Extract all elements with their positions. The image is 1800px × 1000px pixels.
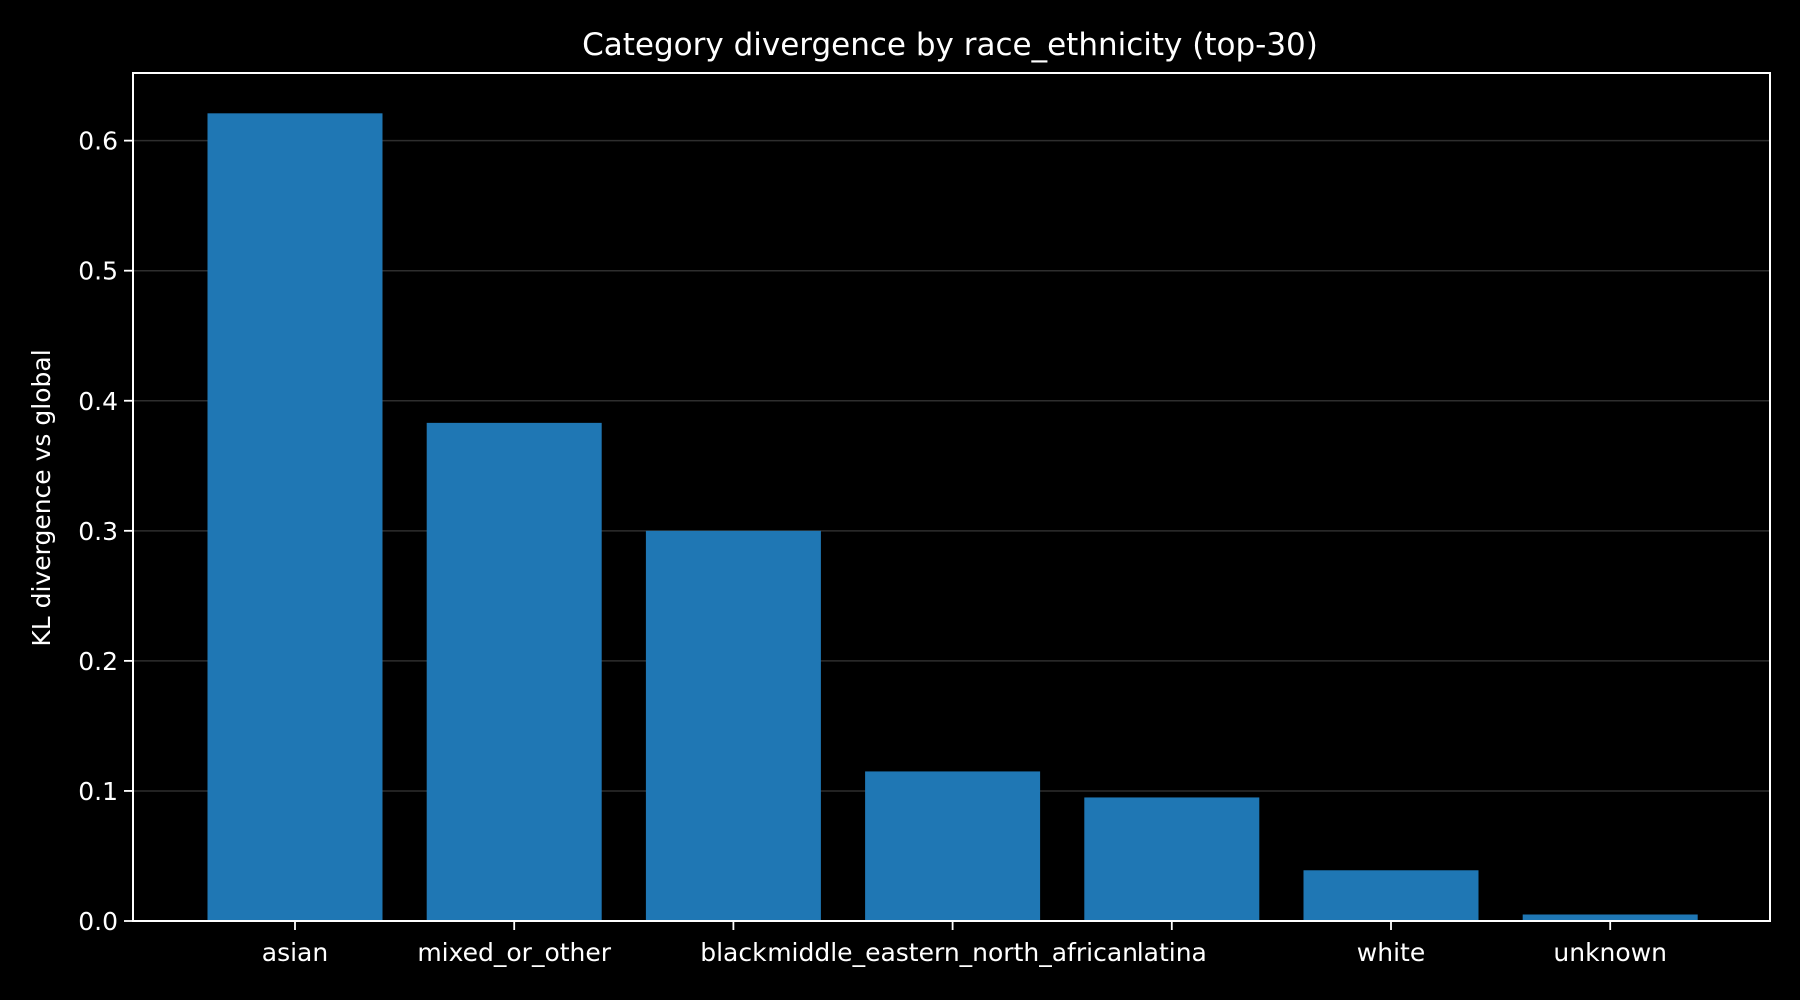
x-tick-label: middle_eastern_north_african: [767, 938, 1138, 967]
grid-lines: [133, 139, 1770, 792]
bar-latina: [1084, 797, 1260, 921]
x-tick-label: latina: [1137, 938, 1207, 967]
x-tick-label: black: [700, 938, 767, 967]
y-tick-label: 0.5: [78, 257, 118, 286]
bar-asian: [207, 113, 383, 921]
y-tick-label: 0.2: [78, 647, 118, 676]
y-tick-label: 0.1: [78, 777, 118, 806]
y-tick-label: 0.6: [78, 127, 118, 156]
bar-white: [1303, 870, 1479, 921]
x-tick-label: mixed_or_other: [417, 938, 611, 967]
y-tick-label: 0.3: [78, 517, 118, 546]
y-tick-label: 0.0: [78, 907, 118, 936]
x-tick-label: unknown: [1553, 938, 1667, 967]
bars: [207, 113, 1698, 921]
x-axis-ticks: asian mixed_or_other black middle_eastern_n…: [262, 921, 1667, 967]
y-axis-label: KL divergence vs global: [27, 349, 56, 646]
plot-frame: [132, 72, 1771, 922]
y-axis-ticks: 0.0 0.1 0.2 0.3 0.4 0.5 0.6: [78, 127, 133, 936]
chart-title: Category divergence by race_ethnicity (t…: [582, 27, 1318, 63]
bar-mixed-or-other: [426, 422, 602, 921]
x-tick-label: asian: [262, 938, 328, 967]
bar-black: [645, 530, 821, 921]
bar-unknown: [1522, 914, 1698, 921]
bar-middle-eastern-north-african: [865, 771, 1041, 921]
y-tick-label: 0.4: [78, 387, 118, 416]
x-tick-label: white: [1357, 938, 1425, 967]
